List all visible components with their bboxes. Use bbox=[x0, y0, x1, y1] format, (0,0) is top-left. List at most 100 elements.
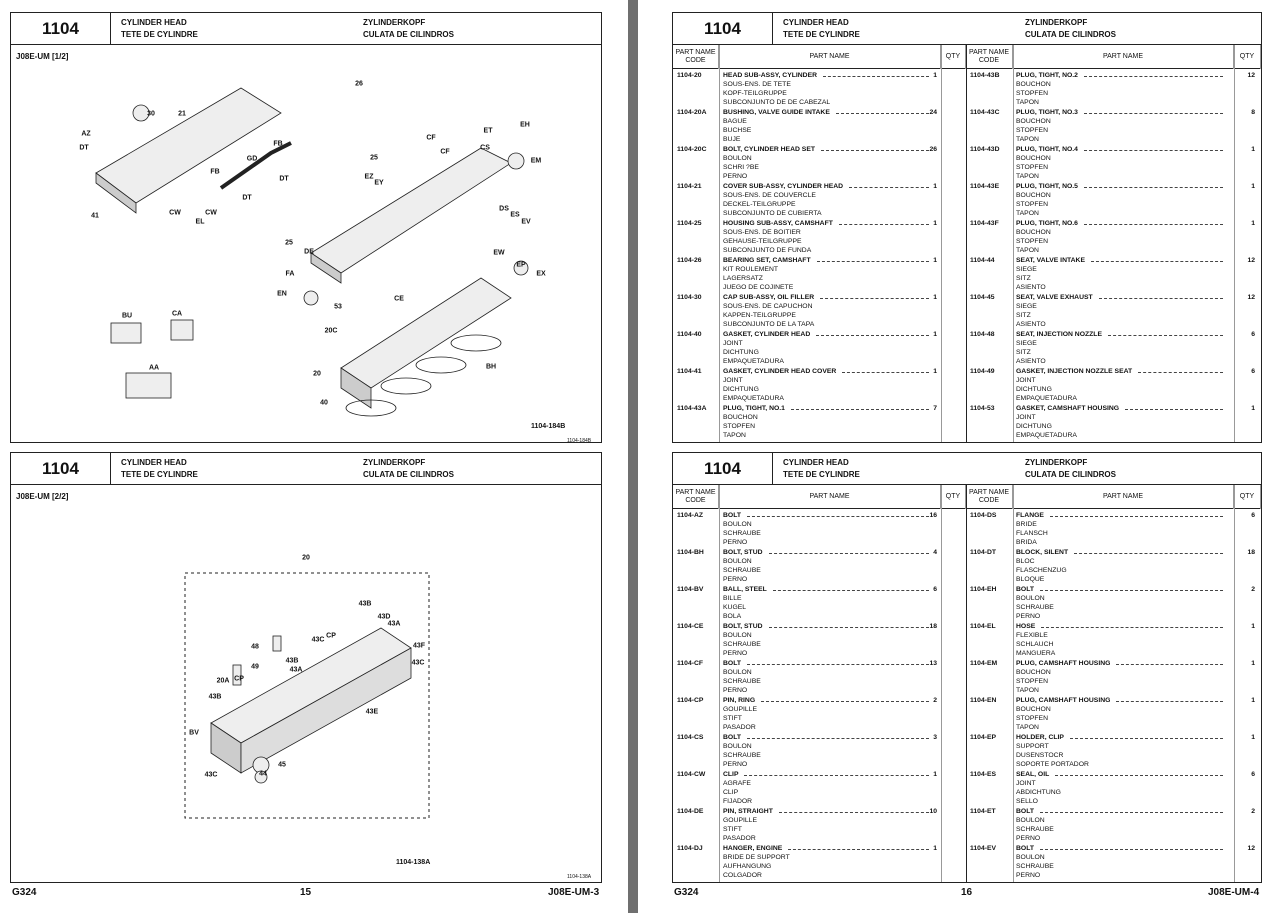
part-qty: 4 bbox=[933, 549, 937, 556]
dotted-leader bbox=[788, 844, 929, 850]
exploded-parts-diagram bbox=[184, 572, 430, 819]
part-name-de: SCHRAUBE bbox=[723, 567, 761, 575]
title-fr: TETE DE CYLINDRE bbox=[783, 30, 860, 39]
part-code: 1104-21 bbox=[677, 183, 702, 190]
part-name: PLUG, CAMSHAFT HOUSING BOUCHON STOPFEN TAPO… bbox=[1016, 696, 1229, 732]
table-row: 1104-43B PLUG, TIGHT, NO.2 BOUCHON STOPFEN T… bbox=[966, 71, 1262, 108]
dotted-leader bbox=[761, 696, 929, 702]
table-row: 1104-DE PIN, STRAIGHT GOUPILLE STIFT PASADOR… bbox=[673, 807, 966, 844]
part-name: PLUG, TIGHT, NO.5 BOUCHON STOPFEN TAPON bbox=[1016, 182, 1229, 218]
part-code: 1104-30 bbox=[677, 294, 702, 301]
part-name-en: COVER SUB-ASSY, CYLINDER HEAD bbox=[723, 182, 935, 191]
title-en: CYLINDER HEAD bbox=[783, 458, 849, 467]
figure-id: 1104-138A bbox=[396, 859, 431, 866]
footer-left: G324 bbox=[12, 887, 37, 898]
part-qty: 1 bbox=[1251, 623, 1255, 630]
parts-list: 1104-DS FLANGE BRIDE FLANSCH BRIDA 6 1104-DT BL… bbox=[966, 509, 1262, 882]
part-name-text: PLUG, TIGHT, NO.4 bbox=[1016, 146, 1078, 153]
table-row: 1104-41 GASKET, CYLINDER HEAD COVER JOINT D… bbox=[673, 367, 966, 404]
part-name-en: PLUG, CAMSHAFT HOUSING bbox=[1016, 659, 1229, 668]
part-name-fr: BOUCHON bbox=[1016, 706, 1051, 714]
callout-label: EL bbox=[195, 218, 205, 226]
part-name-de: SITZ bbox=[1016, 349, 1031, 357]
table-row: 1104-CP PIN, RING GOUPILLE STIFT PASADOR 2 bbox=[673, 696, 966, 733]
title-es: CULATA DE CILINDROS bbox=[363, 30, 454, 39]
callout-label: AZ bbox=[81, 130, 91, 138]
part-code: 1104-EV bbox=[970, 845, 997, 852]
part-name-fr: GOUPILLE bbox=[723, 706, 757, 714]
callout-label: 20 bbox=[313, 370, 321, 378]
part-name-en: PLUG, TIGHT, NO.2 bbox=[1016, 71, 1229, 80]
part-name-es: BLOQUE bbox=[1016, 576, 1045, 584]
part-name-en: BLOCK, SILENT bbox=[1016, 548, 1229, 557]
part-name-en: BEARING SET, CAMSHAFT bbox=[723, 256, 935, 265]
part-code: 1104-CP bbox=[677, 697, 704, 704]
part-name-de: LAGERSATZ bbox=[723, 275, 763, 283]
part-name-en: GASKET, INJECTION NOZZLE SEAT bbox=[1016, 367, 1229, 376]
table-row: 1104-CF BOLT BOULON SCHRAUBE PERNO 13 bbox=[673, 659, 966, 696]
model-label: J08E-UM [1/2] bbox=[16, 52, 69, 61]
part-name-text: HOUSING SUB-ASSY, CAMSHAFT bbox=[723, 220, 833, 227]
table-row: 1104-21 COVER SUB-ASSY, CYLINDER HEAD SOUS… bbox=[673, 182, 966, 219]
part-name: PLUG, TIGHT, NO.2 BOUCHON STOPFEN TAPON bbox=[1016, 71, 1229, 107]
part-name-fr: FLEXIBLE bbox=[1016, 632, 1048, 640]
part-name: BOLT, STUD BOULON SCHRAUBE PERNO bbox=[723, 548, 935, 584]
callout-label: EZ bbox=[364, 173, 374, 181]
dotted-leader bbox=[816, 256, 929, 262]
part-name: BOLT BOULON SCHRAUBE PERNO bbox=[723, 733, 935, 769]
part-code: 1104-43B bbox=[970, 72, 1000, 79]
part-name-es: TAPON bbox=[1016, 247, 1039, 255]
callout-label: 30 bbox=[147, 110, 155, 118]
part-name-de: SCHRAUBE bbox=[1016, 604, 1054, 612]
part-qty: 16 bbox=[929, 512, 937, 519]
callout-label: 43E bbox=[365, 708, 379, 716]
part-name-text: HOLDER, CLIP bbox=[1016, 734, 1064, 741]
callout-label: EM bbox=[530, 157, 542, 165]
part-name-fr: JOINT bbox=[1016, 780, 1036, 788]
column-header: PART NAME bbox=[1013, 45, 1234, 69]
part-name-en: BOLT bbox=[1016, 585, 1229, 594]
part-name-text: BOLT bbox=[723, 734, 741, 741]
part-name-fr: AGRAFE bbox=[723, 780, 751, 788]
part-name: CAP SUB-ASSY, OIL FILLER SOUS-ENS. DE CAP… bbox=[723, 293, 935, 329]
part-name-es: SUBCONJUNTO DE DE CABEZAL bbox=[723, 99, 831, 107]
figure-id-small: 1104-138A bbox=[567, 874, 592, 880]
dotted-leader bbox=[1074, 548, 1223, 554]
callout-label: 43B bbox=[358, 600, 372, 608]
table-row: 1104-53 GASKET, CAMSHAFT HOUSING JOINT DICH… bbox=[966, 404, 1262, 441]
callout-label: 25 bbox=[370, 154, 378, 162]
part-qty: 6 bbox=[1251, 512, 1255, 519]
title-es: CULATA DE CILINDROS bbox=[363, 470, 454, 479]
dotted-leader bbox=[747, 659, 929, 665]
part-name-de: DICHTUNG bbox=[1016, 423, 1052, 431]
part-name-fr: JOINT bbox=[723, 377, 743, 385]
part-name-text: BOLT bbox=[723, 660, 741, 667]
part-name-text: BUSHING, VALVE GUIDE INTAKE bbox=[723, 109, 830, 116]
part-name: GASKET, CYLINDER HEAD COVER JOINT DICHTUNG… bbox=[723, 367, 935, 403]
part-name-de: STOPFEN bbox=[1016, 678, 1048, 686]
part-name: HOLDER, CLIP SUPPORT DUSENSTOCR SOPORTE POR… bbox=[1016, 733, 1229, 769]
part-name-text: PLUG, TIGHT, NO.2 bbox=[1016, 72, 1078, 79]
part-name-de: ABDICHTUNG bbox=[1016, 789, 1061, 797]
part-name-en: PIN, RING bbox=[723, 696, 935, 705]
title-fr: TETE DE CYLINDRE bbox=[783, 470, 860, 479]
callout-label: DT bbox=[79, 144, 89, 152]
callout-label: CF bbox=[426, 134, 436, 142]
dotted-leader bbox=[1040, 844, 1223, 850]
table-row: 1104-25 HOUSING SUB-ASSY, CAMSHAFT SOUS-EN… bbox=[673, 219, 966, 256]
dotted-leader bbox=[1049, 511, 1223, 517]
part-name: BEARING SET, CAMSHAFT KIT ROULEMENT LAGERS… bbox=[723, 256, 935, 292]
part-name-en: BOLT bbox=[723, 511, 935, 520]
figure-id-small: 1104-184B bbox=[567, 438, 592, 444]
part-qty: 1 bbox=[933, 771, 937, 778]
callout-label: EY bbox=[374, 179, 384, 187]
part-name-en: GASKET, CYLINDER HEAD COVER bbox=[723, 367, 935, 376]
callout-label: CS bbox=[480, 144, 490, 152]
part-name-fr: SOUS-ENS. DE BOITIER bbox=[723, 229, 801, 237]
panel-header: 1104 CYLINDER HEAD TETE DE CYLINDRE ZYLINDE… bbox=[673, 453, 1261, 485]
part-name: BOLT BOULON SCHRAUBE PERNO bbox=[723, 511, 935, 547]
callout-label: EP bbox=[516, 261, 526, 269]
part-name: PLUG, TIGHT, NO.4 BOUCHON STOPFEN TAPON bbox=[1016, 145, 1229, 181]
dotted-leader bbox=[816, 330, 929, 336]
part-name-es: PERNO bbox=[1016, 835, 1041, 843]
